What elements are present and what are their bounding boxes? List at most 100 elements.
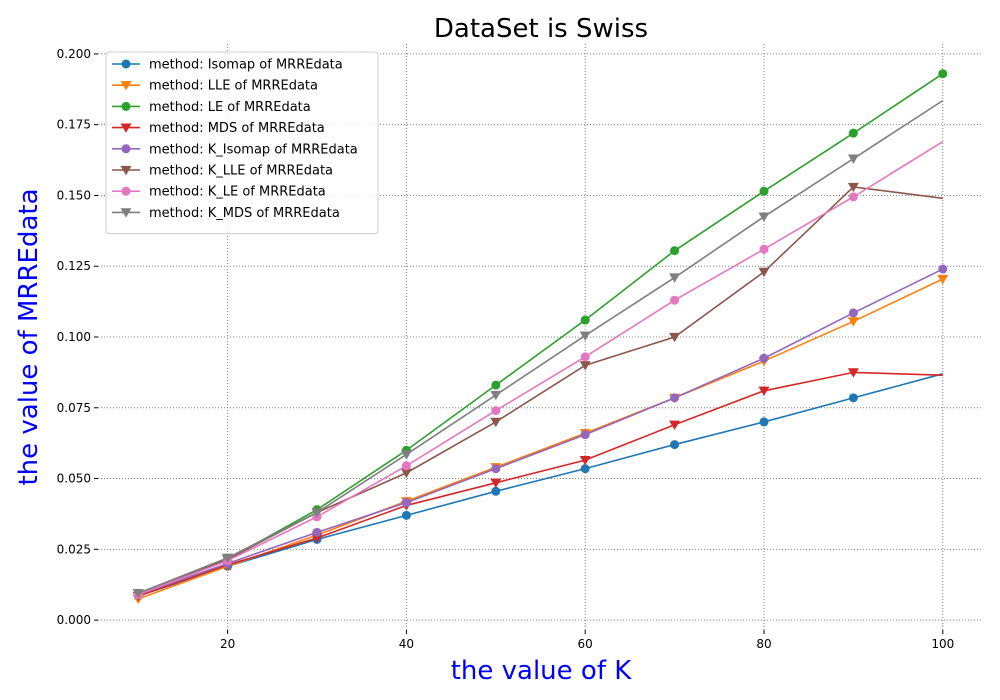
legend-label: method: K_Isomap of MRREdata	[149, 142, 358, 157]
data-point	[847, 317, 859, 327]
data-point	[758, 386, 770, 397]
data-point	[848, 393, 858, 403]
y-tick-label: 0.000	[57, 613, 91, 627]
data-point	[669, 420, 681, 430]
x-tick-label: 60	[578, 637, 593, 651]
legend-label: method: Isomap of MRREdata	[149, 58, 343, 73]
data-point	[491, 406, 501, 416]
data-point	[490, 390, 502, 401]
legend-entry: method: MDS of MRREdata	[112, 121, 325, 136]
x-tick-label: 100	[931, 637, 954, 651]
data-point	[758, 212, 770, 222]
legend-entry: method: LE of MRREdata	[112, 100, 311, 115]
data-point	[670, 440, 680, 450]
legend-marker	[120, 165, 132, 176]
data-point	[132, 589, 144, 599]
legend-label: method: MDS of MRREdata	[149, 121, 325, 136]
data-point	[580, 430, 590, 440]
legend-marker	[121, 59, 131, 69]
data-point	[580, 352, 590, 362]
legend-marker	[120, 123, 132, 133]
legend-box	[105, 51, 379, 235]
data-point	[580, 464, 590, 474]
y-axis-ticks: 0.000 0.025 0.050 0.075 0.100 0.125 0.150 0.175…	[57, 47, 98, 627]
legend: method: Isomap of MRREdata method: LLE of…	[105, 51, 379, 235]
legend-marker	[121, 186, 131, 196]
legend-label: method: K_LE of MRREdata	[149, 185, 326, 200]
series-6	[132, 182, 943, 599]
legend-marker	[121, 144, 131, 154]
data-point	[579, 361, 591, 371]
data-point	[759, 186, 769, 196]
data-point	[759, 353, 769, 363]
data-point	[847, 368, 859, 378]
y-tick-label: 0.125	[57, 259, 91, 273]
legend-entry: method: K_Isomap of MRREdata	[112, 142, 358, 157]
legend-label: method: LE of MRREdata	[149, 100, 311, 115]
data-point	[937, 274, 949, 285]
data-point	[848, 308, 858, 318]
data-point	[670, 246, 680, 256]
legend-entry: method: LLE of MRREdata	[112, 79, 318, 94]
data-point	[490, 478, 502, 489]
x-tick-label: 20	[220, 637, 235, 651]
y-tick-label: 0.175	[57, 118, 91, 132]
data-point	[401, 498, 411, 508]
series-layer	[132, 69, 949, 605]
data-point	[401, 461, 411, 471]
series-line	[137, 99, 944, 594]
data-point	[222, 553, 234, 564]
series-8	[132, 99, 944, 599]
legend-label: method: K_MDS of MRREdata	[149, 206, 340, 221]
data-point	[759, 244, 769, 254]
y-tick-label: 0.150	[57, 188, 91, 202]
legend-marker	[120, 208, 132, 218]
data-point	[938, 69, 948, 79]
y-tick-label: 0.025	[57, 542, 91, 556]
data-point	[669, 273, 681, 283]
y-tick-label: 0.200	[57, 47, 91, 61]
legend-label: method: K_LLE of MRREdata	[149, 164, 333, 179]
data-point	[401, 510, 411, 520]
data-point	[311, 533, 323, 544]
series-line	[137, 278, 944, 600]
x-axis-ticks: 20 40 60 80 100	[220, 630, 954, 651]
series-5	[133, 264, 948, 600]
series-line	[137, 371, 943, 597]
data-point	[312, 527, 322, 537]
data-point	[847, 154, 859, 164]
data-point	[759, 417, 769, 427]
data-point	[670, 295, 680, 305]
series-4	[132, 368, 943, 602]
y-axis-label: the value of MRREdata	[14, 188, 44, 485]
data-point	[848, 128, 858, 138]
data-point	[669, 332, 681, 343]
data-point	[491, 486, 501, 496]
data-point	[579, 456, 591, 466]
data-point	[491, 464, 501, 474]
data-point	[400, 468, 412, 479]
legend-entry: method: K_LLE of MRREdata	[112, 164, 333, 179]
x-axis-label: the value of K	[451, 656, 633, 686]
legend-entry: method: K_MDS of MRREdata	[112, 206, 340, 221]
data-point	[580, 315, 590, 325]
legend-entry: method: Isomap of MRREdata	[112, 58, 343, 73]
series-line	[137, 186, 943, 594]
data-point	[579, 331, 591, 341]
x-tick-label: 80	[756, 637, 771, 651]
data-point	[847, 182, 859, 193]
y-tick-label: 0.050	[57, 472, 91, 486]
data-point	[490, 417, 502, 428]
y-tick-label: 0.075	[57, 401, 91, 415]
data-point	[400, 450, 412, 460]
data-point	[670, 393, 680, 403]
legend-entry: method: K_LE of MRREdata	[112, 185, 326, 200]
data-point	[758, 267, 770, 278]
legend-label: method: LLE of MRREdata	[149, 79, 318, 94]
series-line	[137, 373, 943, 597]
x-tick-label: 40	[399, 637, 414, 651]
data-point	[311, 508, 323, 518]
chart-title: DataSet is Swiss	[434, 14, 648, 44]
data-point	[848, 192, 858, 202]
